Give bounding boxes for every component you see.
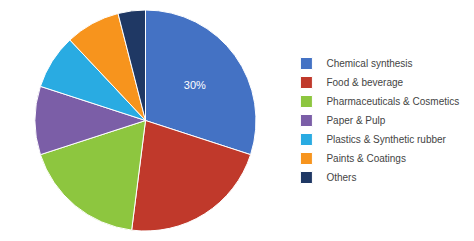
svg-text:Others: Others: [326, 172, 356, 183]
svg-text:Chemical synthesis: Chemical synthesis: [326, 58, 412, 69]
svg-text:30%: 30%: [184, 79, 206, 91]
svg-text:Food & beverage: Food & beverage: [326, 77, 403, 88]
svg-text:Plastics & Synthetic rubber: Plastics & Synthetic rubber: [326, 134, 446, 145]
svg-text:Pharmaceuticals & Cosmetics: Pharmaceuticals & Cosmetics: [326, 96, 459, 107]
svg-text:Paper & Pulp: Paper & Pulp: [326, 115, 385, 126]
svg-text:Paints & Coatings: Paints & Coatings: [326, 153, 406, 164]
